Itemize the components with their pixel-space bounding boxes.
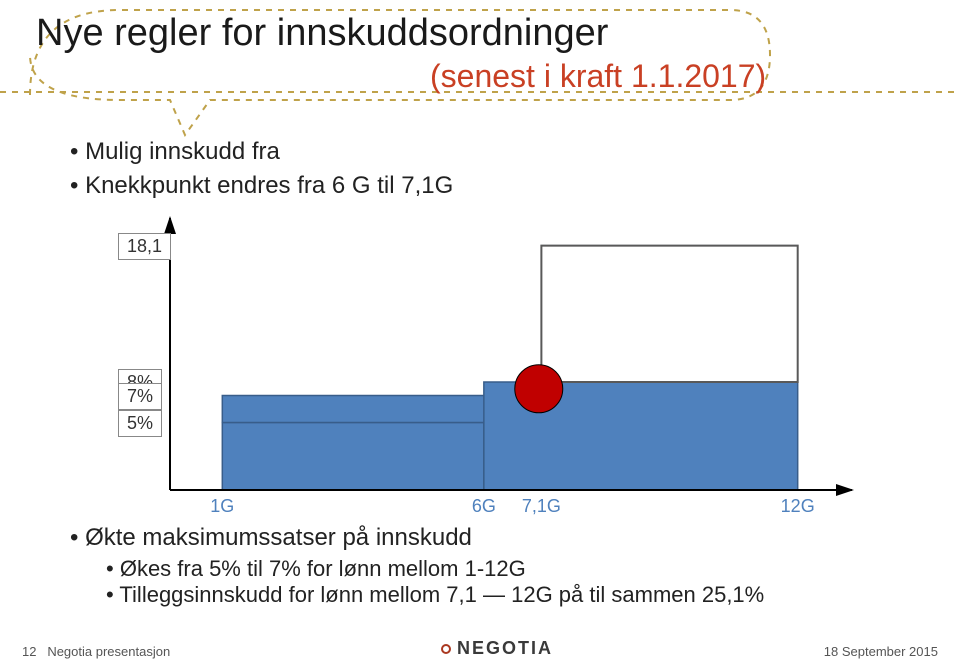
footer-left: 12 Negotia presentasjon bbox=[22, 644, 170, 659]
bullet-top-2: Knekkpunkt endres fra 6 G til 7,1G bbox=[70, 172, 453, 200]
chart: 1G6G7,1G12G 18,18%7%5% bbox=[120, 210, 870, 520]
footer-logo: NEGOTIA bbox=[441, 638, 553, 659]
y-box: 18,1 bbox=[118, 233, 171, 260]
svg-text:1G: 1G bbox=[210, 496, 234, 516]
footer-doc: Negotia presentasjon bbox=[47, 644, 170, 659]
footer-page: 12 bbox=[22, 644, 36, 659]
y-box: 5% bbox=[118, 410, 162, 437]
logo-text: NEGOTIA bbox=[457, 638, 553, 659]
svg-text:7,1G: 7,1G bbox=[522, 496, 561, 516]
footer-date: 18 September 2015 bbox=[824, 644, 938, 659]
bullet-bottom-sub-1: Økes fra 5% til 7% for lønn mellom 1-12G bbox=[106, 556, 764, 582]
svg-text:12G: 12G bbox=[781, 496, 815, 516]
bullet-top-1: Mulig innskudd fra bbox=[70, 138, 453, 166]
footer: 12 Negotia presentasjon NEGOTIA 18 Septe… bbox=[22, 638, 938, 659]
page-subtitle: (senest i kraft 1.1.2017) bbox=[430, 58, 766, 95]
bullet-bottom-main: Økte maksimumssatser på innskudd bbox=[70, 524, 764, 552]
bullet-bottom-sub-2: Tilleggsinnskudd for lønn mellom 7,1 — 1… bbox=[106, 582, 764, 608]
chart-svg: 1G 6G 7,1G 12G bbox=[120, 210, 870, 520]
bottom-bullets: Økte maksimumssatser på innskudd Økes fr… bbox=[70, 524, 764, 608]
top-bullets: Mulig innskudd fra Knekkpunkt endres fra… bbox=[70, 138, 453, 206]
y-box: 7% bbox=[118, 383, 162, 410]
page-title: Nye regler for innskuddsordninger bbox=[36, 12, 608, 55]
logo-icon bbox=[441, 644, 451, 654]
svg-text:6G: 6G bbox=[472, 496, 496, 516]
